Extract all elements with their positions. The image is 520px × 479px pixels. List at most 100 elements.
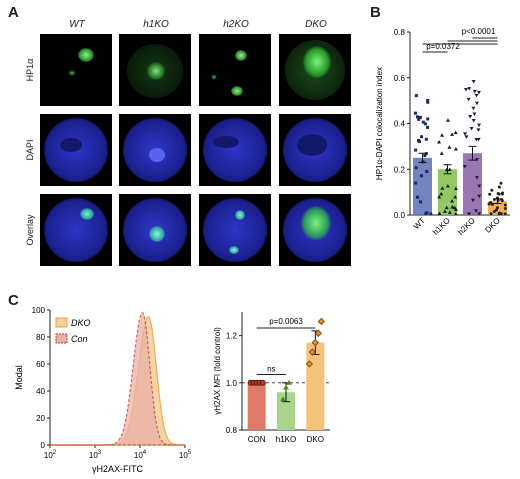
row-label-hp1a: HP1α	[25, 58, 35, 82]
x-tick-label-wt: WT	[412, 216, 427, 231]
legend-swatch-con	[55, 333, 68, 344]
point	[453, 186, 458, 191]
y-tick-label: 100	[32, 306, 46, 315]
y-tick-label: 0.8	[226, 426, 238, 435]
point	[413, 111, 417, 115]
sig-label-2: p<0.0001	[462, 27, 496, 36]
y-tick-label: 1.0	[226, 379, 238, 388]
point	[450, 204, 455, 209]
point	[445, 183, 450, 188]
bar-h1ko	[277, 392, 295, 430]
point	[474, 93, 479, 98]
point	[426, 98, 430, 102]
sig-label-1: p=0.0372	[426, 42, 460, 51]
y-tick-label: 1.2	[226, 332, 238, 341]
x-tick-label-h1ko: h1KO	[276, 435, 296, 444]
point	[467, 87, 472, 91]
point	[497, 192, 501, 196]
point	[415, 115, 419, 119]
col-label-wt: WT	[69, 19, 85, 30]
point	[450, 199, 455, 203]
legend-label-con: Con	[71, 334, 88, 344]
point	[477, 194, 482, 199]
y-tick-label: 0.4	[394, 120, 406, 129]
point	[415, 195, 419, 199]
panel-b-label: B	[370, 4, 381, 21]
bar-dko	[306, 342, 325, 430]
point	[466, 97, 471, 102]
point	[471, 119, 476, 123]
micrograph-hp1a-h2ko	[199, 34, 271, 106]
panel-c-label: C	[8, 292, 19, 309]
point	[447, 167, 452, 172]
micrograph-hp1a-dko	[279, 34, 351, 106]
point	[426, 100, 430, 104]
point	[439, 151, 444, 155]
point	[440, 133, 445, 137]
point	[425, 170, 429, 174]
point	[477, 212, 482, 216]
point	[414, 148, 418, 152]
point	[499, 181, 503, 185]
y-tick-label: 0.0	[394, 211, 406, 220]
point	[308, 348, 317, 356]
point	[314, 329, 323, 337]
point	[437, 211, 442, 216]
point	[450, 132, 455, 136]
point	[468, 115, 473, 119]
point	[414, 94, 418, 98]
point	[487, 202, 491, 206]
point	[445, 118, 450, 122]
point	[500, 197, 504, 201]
y-axis-label: γH2AX MFI (fold control)	[213, 327, 222, 415]
bar-h1ko	[438, 169, 457, 215]
point	[477, 123, 482, 128]
point	[425, 211, 429, 215]
point	[488, 192, 492, 196]
point	[417, 117, 421, 121]
point	[259, 379, 266, 386]
point	[280, 396, 286, 402]
micrograph-overlay-h1ko	[119, 194, 191, 266]
point	[474, 209, 479, 213]
row-label-dapi: DAPI	[25, 139, 35, 161]
point	[444, 205, 449, 210]
micrograph-hp1a-wt	[40, 34, 112, 106]
y-tick-label: 0.6	[394, 74, 406, 83]
point	[474, 176, 479, 180]
point	[418, 115, 422, 119]
point	[463, 132, 468, 136]
point	[283, 384, 289, 390]
point	[490, 188, 494, 192]
point	[476, 90, 481, 95]
point	[429, 212, 433, 216]
point	[424, 137, 428, 141]
x-tick-label: 103	[89, 450, 102, 460]
point	[437, 140, 442, 144]
point	[471, 106, 476, 111]
point	[418, 200, 422, 204]
sig-label-p: p=0.0063	[269, 317, 303, 326]
point	[421, 120, 425, 124]
point	[414, 181, 418, 185]
point	[317, 317, 326, 326]
point	[453, 146, 458, 151]
x-tick-label-dko: DKO	[483, 216, 502, 235]
y-tick-label: 0.2	[394, 165, 406, 174]
point	[462, 165, 467, 169]
point	[420, 135, 424, 139]
col-label-dko: DKO	[305, 19, 327, 30]
y-tick-label: 20	[36, 414, 45, 423]
micrograph-dapi-h1ko	[119, 114, 191, 186]
point	[426, 125, 430, 129]
chart-histogram: 0 20 40 60 80 100 102 103 104 105 γH2AX-FITC Modal D…	[14, 306, 192, 474]
point	[420, 174, 424, 178]
point	[472, 89, 477, 94]
x-tick-label: 102	[44, 450, 57, 460]
point	[414, 166, 418, 170]
point	[497, 185, 501, 189]
point	[447, 210, 452, 214]
chart-mfi: 0.8 1.0 1.2 γH2AX MFI (fold control) CON h1KO…	[213, 312, 330, 444]
point	[305, 360, 314, 368]
micrograph-dapi-h2ko	[199, 114, 271, 186]
